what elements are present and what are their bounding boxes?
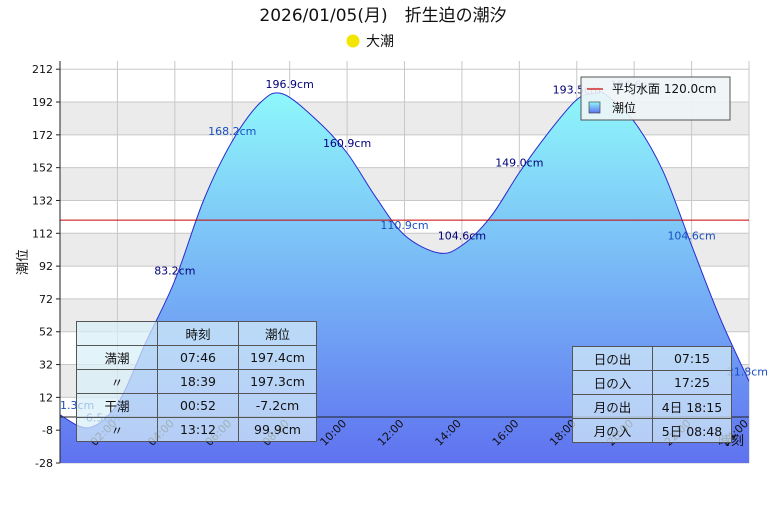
y-axis-label: 潮位 [16,249,31,275]
y-tick-label: -8 [42,424,53,437]
moon-phase-icon [346,34,360,48]
tide-value-label: 110.9cm [380,219,428,232]
tide-table-row: 満潮 07:46 197.4cm [76,345,317,370]
sun-moon-row: 月の出 4日 18:15 [572,394,732,419]
sun-moon-cell: 月の入 [572,418,653,443]
tide-table-cell: 99.9cm [238,417,317,442]
tide-table-row: 〃 18:39 197.3cm [76,369,317,394]
tide-value-label: 196.9cm [266,78,314,91]
legend-box [580,76,731,121]
y-tick-label: 152 [32,162,53,175]
tide-table-row: 〃 13:12 99.9cm [76,417,317,442]
tide-table-header-cell: 潮位 [238,321,317,346]
y-tick-label: 192 [32,96,53,109]
sun-moon-cell: 07:15 [652,346,732,371]
y-tick-label: 12 [39,391,53,404]
tide-value-label: 104.6cm [667,229,715,242]
tide-table: 時刻 潮位 満潮 07:46 197.4cm 〃 18:39 197.3cm 干… [76,321,317,442]
sun-moon-table: 日の出 07:15 日の入 17:25 月の出 4日 18:15 月の入 5日 … [572,346,732,443]
legend-fill-label: 潮位 [612,100,636,115]
sun-moon-cell: 17:25 [652,370,732,395]
tide-value-label: 149.0cm [495,157,543,170]
y-tick-label: 32 [39,359,53,372]
tide-table-cell: 干潮 [76,393,158,418]
tide-value-label: 83.2cm [154,265,195,278]
tide-table-cell: 13:12 [157,417,239,442]
y-tick-label: 112 [32,227,53,240]
sun-moon-row: 日の出 07:15 [572,346,732,371]
tide-table-cell: -7.2cm [238,393,317,418]
tide-table-cell: 〃 [76,369,158,394]
y-axis-ticks: 212 192 172 152 132 112 92 72 52 32 12 -8 -28 [32,63,60,470]
legend: 平均水面 120.0cm 潮位 [580,76,731,121]
legend-mean-label: 平均水面 120.0cm [612,82,716,96]
sun-moon-cell: 4日 18:15 [652,394,732,419]
sun-moon-cell: 日の出 [572,346,653,371]
y-tick-label: 172 [32,129,53,142]
tide-table-cell: 197.4cm [238,345,317,370]
tide-table-cell: 満潮 [76,345,158,370]
tide-table-header: 時刻 潮位 [76,321,317,346]
tide-table-cell: 07:46 [157,345,239,370]
tide-table-cell: 00:52 [157,393,239,418]
y-tick-label: 212 [32,63,53,76]
tide-table-header-cell: 時刻 [157,321,239,346]
legend-fill-swatch [588,101,601,114]
y-tick-label: -28 [35,457,53,470]
y-tick-label: 132 [32,194,53,207]
tide-table-row: 干潮 00:52 -7.2cm [76,393,317,418]
sun-moon-row: 月の入 5日 08:48 [572,418,732,443]
y-tick-label: 72 [39,293,53,306]
sun-moon-row: 日の入 17:25 [572,370,732,395]
tide-value-label: 21.8cm [727,365,768,378]
tide-type-label: 大潮 [366,34,394,50]
tide-line [60,91,749,429]
tide-table-cell: 18:39 [157,369,239,394]
y-tick-label: 92 [39,260,53,273]
chart-title: 2026/01/05(月) 折生迫の潮汐 [259,6,506,26]
tide-table-header-cell [76,321,158,346]
tide-value-label: 168.2cm [208,125,256,138]
tide-value-label: 160.9cm [323,137,371,150]
sun-moon-cell: 5日 08:48 [652,418,732,443]
sun-moon-cell: 日の入 [572,370,653,395]
tide-value-label: 104.6cm [438,229,486,242]
tide-table-cell: 〃 [76,417,158,442]
y-tick-label: 52 [39,326,53,339]
sun-moon-cell: 月の出 [572,394,653,419]
tide-table-cell: 197.3cm [238,369,317,394]
